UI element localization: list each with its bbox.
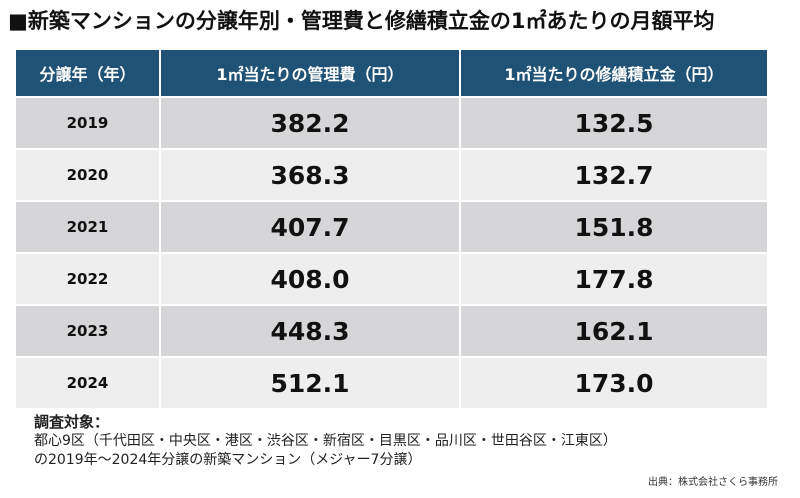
source-credit: 出典：株式会社さくら事務所	[648, 477, 778, 488]
table-row: 2021 407.7 151.8	[16, 200, 767, 253]
header-repair-reserve: 1㎡当たりの修繕積立金（円）	[460, 50, 767, 97]
notes-label: 調査対象：	[34, 413, 110, 431]
cell-management-fee: 512.1	[160, 356, 461, 408]
cell-year: 2021	[16, 200, 161, 253]
data-table: 分譲年（年） 1㎡当たりの管理費（円） 1㎡当たりの修繕積立金（円） 2019 …	[16, 50, 767, 408]
cell-repair-reserve: 132.5	[460, 96, 767, 149]
cell-management-fee: 448.3	[160, 304, 461, 357]
cell-repair-reserve: 151.8	[460, 200, 767, 253]
cell-repair-reserve: 132.7	[460, 148, 767, 201]
table-header-row: 分譲年（年） 1㎡当たりの管理費（円） 1㎡当たりの修繕積立金（円）	[16, 50, 767, 97]
cell-year: 2019	[16, 96, 161, 149]
cell-year: 2020	[16, 148, 161, 201]
cell-management-fee: 407.7	[160, 200, 461, 253]
page-title: ■新築マンションの分譲年別・管理費と修繕積立金の1㎡あたりの月額平均	[8, 9, 715, 33]
survey-notes: 調査対象： 都心9区（千代田区・中央区・港区・渋谷区・新宿区・目黒区・品川区・世…	[34, 413, 617, 470]
cell-repair-reserve: 162.1	[460, 304, 767, 357]
table-row: 2024 512.1 173.0	[16, 356, 767, 408]
notes-line-1: 都心9区（千代田区・中央区・港区・渋谷区・新宿区・目黒区・品川区・世田谷区・江東…	[34, 433, 617, 449]
table-row: 2023 448.3 162.1	[16, 304, 767, 357]
cell-year: 2022	[16, 252, 161, 305]
cell-management-fee: 408.0	[160, 252, 461, 305]
cell-management-fee: 368.3	[160, 148, 461, 201]
header-management-fee: 1㎡当たりの管理費（円）	[160, 50, 461, 97]
cell-repair-reserve: 177.8	[460, 252, 767, 305]
cell-year: 2023	[16, 304, 161, 357]
cell-management-fee: 382.2	[160, 96, 461, 149]
notes-line-2: の2019年～2024年分譲の新築マンション（メジャー7分譲）	[34, 452, 422, 468]
cell-year: 2024	[16, 356, 161, 408]
table-row: 2022 408.0 177.8	[16, 252, 767, 305]
cell-repair-reserve: 173.0	[460, 356, 767, 408]
table-row: 2019 382.2 132.5	[16, 96, 767, 149]
table-row: 2020 368.3 132.7	[16, 148, 767, 201]
header-year: 分譲年（年）	[16, 50, 161, 97]
